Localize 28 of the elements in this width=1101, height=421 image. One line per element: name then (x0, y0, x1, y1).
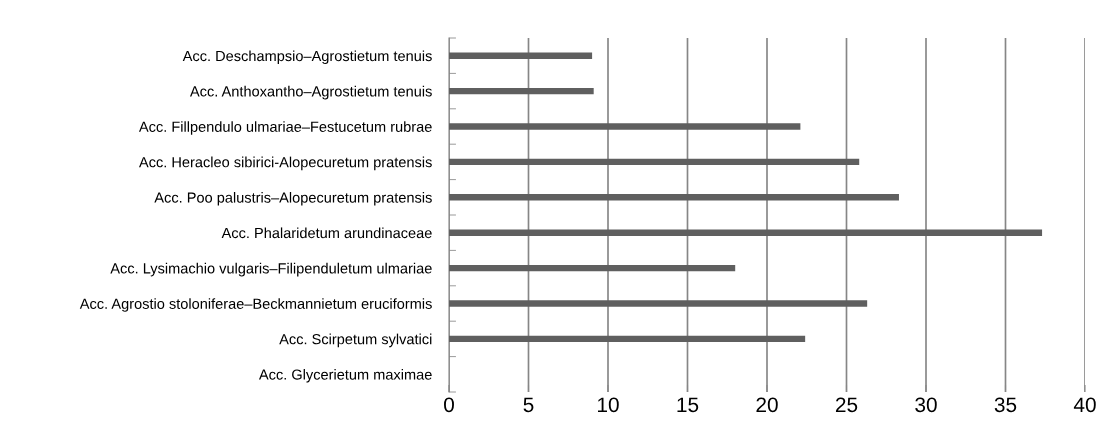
y-tick-label: Acc. Phalaridetum arundinaceae (221, 227, 432, 239)
y-tick-label: Acc. Agrostio stoloniferae–Beckmannietum eruciformis (79, 298, 432, 312)
bar (449, 158, 860, 166)
y-tick-label: Acc. Lysimachio vulgaris–Filipenduletum ulmariae (110, 262, 432, 277)
x-tick-label: 40 (1073, 397, 1096, 413)
x-tick-label: 5 (523, 397, 534, 413)
y-tick-label: Acc. Poo palustris–Alopecuretum pratensis (154, 192, 432, 206)
y-tick-label: Acc. Anthoxantho–Agrostietum tenuis (189, 85, 432, 100)
x-tick-label: 35 (994, 397, 1017, 413)
y-tick-label: Acc. Scirpetum sylvatici (279, 333, 432, 348)
y-tick-label: Acc. Deschampsio–Agrostietum tenuis (182, 50, 432, 65)
bar (449, 87, 594, 95)
y-tick-label: Acc. Fillpendulo ulmariae–Festucetum rubrae (138, 121, 432, 135)
bar (449, 300, 868, 307)
x-tick-label: 0 (444, 397, 454, 413)
x-tick-label: 15 (677, 397, 699, 413)
bar (449, 52, 593, 59)
bar (449, 335, 806, 343)
bar (449, 194, 899, 201)
x-tick-label: 20 (756, 397, 778, 413)
y-tick-label: Acc. Glycerietum maximae (258, 369, 432, 383)
bar (449, 229, 1043, 236)
x-tick-label: 10 (598, 397, 619, 413)
y-tick-label: Acc. Heracleo sibirici-Alopecuretum pratensis (138, 156, 432, 171)
bar (449, 264, 736, 272)
bar (449, 123, 801, 130)
x-tick-label: 25 (835, 397, 858, 413)
x-tick-label: 30 (915, 397, 937, 413)
